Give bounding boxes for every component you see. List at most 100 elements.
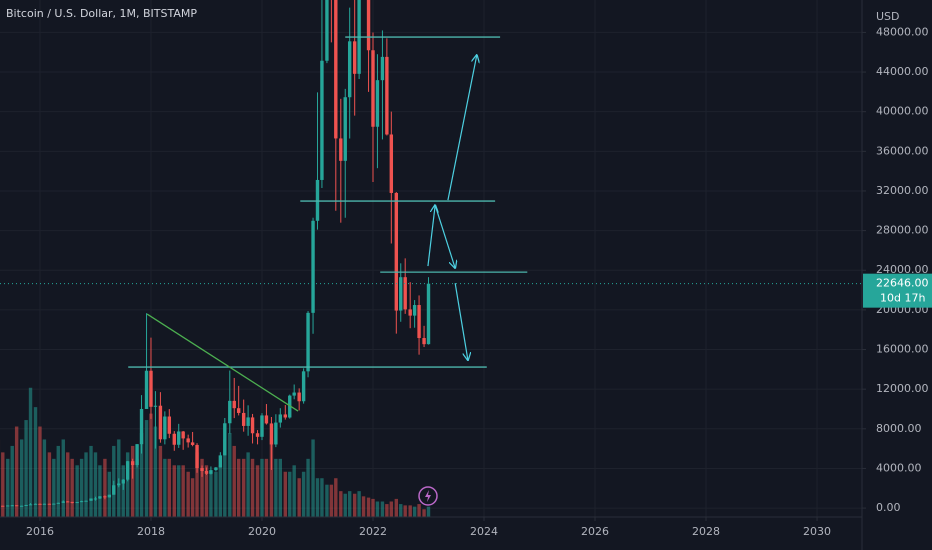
last-price-label: 22646.00: [876, 277, 929, 290]
y-tick-label: 36000.00: [876, 144, 929, 157]
volume-bar: [306, 458, 310, 517]
candle-body: [306, 312, 310, 372]
y-tick-label: 32000.00: [876, 184, 929, 197]
volume-bar: [153, 426, 158, 517]
volume-bar: [228, 432, 232, 517]
candle-body: [163, 416, 167, 440]
lightning-icon: [425, 490, 431, 502]
candle-body: [408, 309, 412, 316]
candle-body: [412, 305, 417, 316]
candle-body: [139, 408, 144, 445]
candle-body: [343, 97, 347, 161]
candle-body: [315, 179, 320, 221]
candle-body: [417, 305, 421, 339]
candle-body: [177, 431, 181, 445]
candle-body: [264, 415, 269, 424]
volume-bar: [10, 445, 14, 517]
candle-body: [135, 444, 139, 466]
volume-bar: [288, 471, 292, 517]
y-tick-label: 28000.00: [876, 224, 929, 237]
candle-body: [311, 220, 315, 313]
volume-bar: [260, 458, 264, 517]
volume-bar: [56, 445, 60, 517]
volume-bar: [426, 506, 431, 517]
candle-body: [14, 505, 19, 507]
candle-body: [98, 496, 102, 499]
candle-body: [209, 470, 213, 474]
volume-bar: [385, 504, 389, 517]
candle-body: [38, 503, 42, 505]
volume-bar: [209, 471, 213, 517]
volume-bar: [408, 505, 412, 517]
volume-bar: [347, 491, 352, 517]
volume-bar: [315, 478, 320, 517]
x-tick-label: 2024: [470, 525, 498, 538]
volume-bar: [274, 458, 278, 517]
candle-body: [232, 400, 236, 409]
candle-body: [200, 468, 204, 472]
volume-bar: [264, 458, 269, 517]
candle-body: [334, 0, 338, 139]
last-price-box: [863, 273, 932, 308]
candle-body: [158, 405, 163, 440]
candle-body: [181, 431, 185, 439]
volume-bar: [61, 439, 65, 517]
volume-bar: [200, 458, 204, 517]
volume-bar: [297, 478, 301, 517]
candle-body: [79, 501, 84, 503]
volume-bar: [269, 439, 274, 517]
y-tick-label: 40000.00: [876, 105, 929, 118]
candle-body: [52, 503, 56, 505]
candle-body: [144, 370, 149, 409]
candle-body: [380, 56, 385, 81]
candle-body: [75, 502, 79, 504]
volume-bar: [47, 452, 52, 517]
candle-body: [103, 496, 107, 498]
y-tick-label: 0.00: [876, 501, 901, 514]
y-tick-label: 24000.00: [876, 263, 929, 276]
candle-body: [399, 277, 403, 311]
candle-body: [347, 41, 352, 98]
volume-bar: [107, 471, 112, 517]
candle-body: [228, 400, 232, 424]
volume-bar: [255, 465, 260, 517]
volume-bar: [163, 458, 167, 517]
candle-body: [89, 498, 93, 501]
volume-bar: [79, 458, 84, 517]
candle-body: [167, 416, 171, 434]
candle-body: [1, 505, 5, 507]
candle-body: [190, 442, 195, 445]
candle-body: [19, 505, 24, 507]
candle-body: [218, 455, 223, 468]
trend-line: [146, 313, 299, 412]
volume-bar: [89, 445, 93, 517]
volume-bar: [149, 413, 153, 517]
volume-bar: [371, 498, 375, 517]
candle-body: [246, 417, 250, 426]
volume-bar: [121, 465, 125, 517]
candle-body: [56, 502, 60, 504]
candle-body: [153, 405, 158, 407]
volume-bar: [6, 458, 10, 517]
candle-body: [130, 461, 135, 466]
x-tick-label: 2028: [692, 525, 720, 538]
volume-bar: [139, 432, 144, 517]
candle-body: [93, 498, 98, 500]
candle-body: [61, 501, 65, 503]
candle-body: [269, 423, 274, 445]
plot-area: [0, 0, 862, 517]
x-tick-label: 2018: [137, 525, 165, 538]
volume-bar: [329, 484, 334, 517]
candle-body: [255, 433, 260, 437]
volume-bar: [366, 497, 371, 517]
candle-body: [42, 503, 47, 505]
volume-bar: [1, 452, 5, 517]
candle-body: [292, 392, 296, 396]
volume-bar: [283, 471, 287, 517]
volume-bar: [339, 491, 343, 517]
candle-body: [204, 471, 209, 474]
volume-bar: [172, 465, 176, 517]
candle-body: [125, 461, 130, 480]
volume-bar: [399, 504, 403, 517]
